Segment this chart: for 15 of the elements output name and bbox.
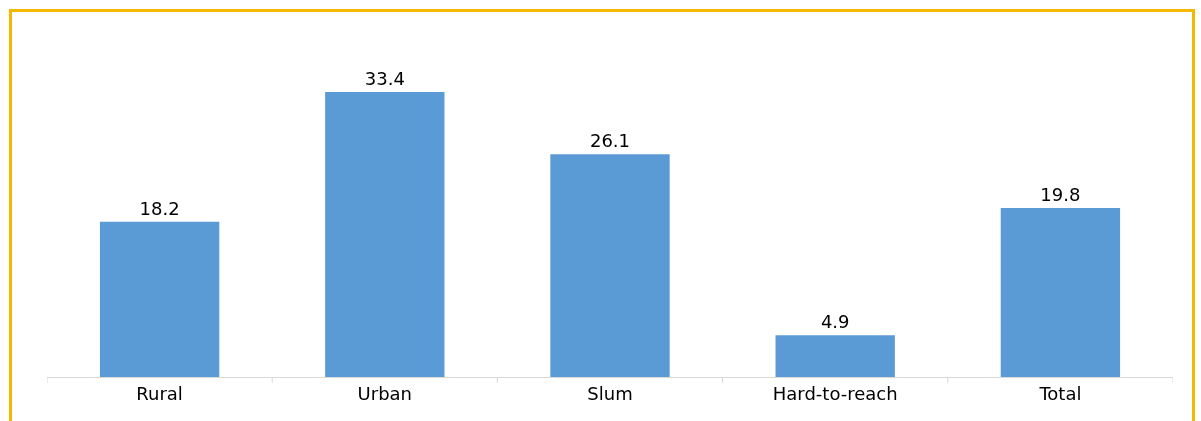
bar [99, 221, 220, 377]
x-tick-label: Slum [587, 382, 633, 404]
data-label: 19.8 [1040, 184, 1081, 206]
x-tick-label: Rural [136, 382, 183, 404]
x-tick-label: Total [1038, 382, 1082, 404]
bar [775, 335, 895, 377]
data-label: 4.9 [820, 311, 850, 333]
data-label: 26.1 [589, 130, 631, 152]
x-tick-label: Urban [357, 382, 413, 404]
x-tick-label: Hard-to-reach [772, 382, 898, 404]
bar [1000, 208, 1121, 377]
data-label: 18.2 [139, 197, 180, 219]
bar [325, 92, 445, 377]
bar [550, 154, 670, 377]
data-label: 33.4 [364, 68, 405, 89]
